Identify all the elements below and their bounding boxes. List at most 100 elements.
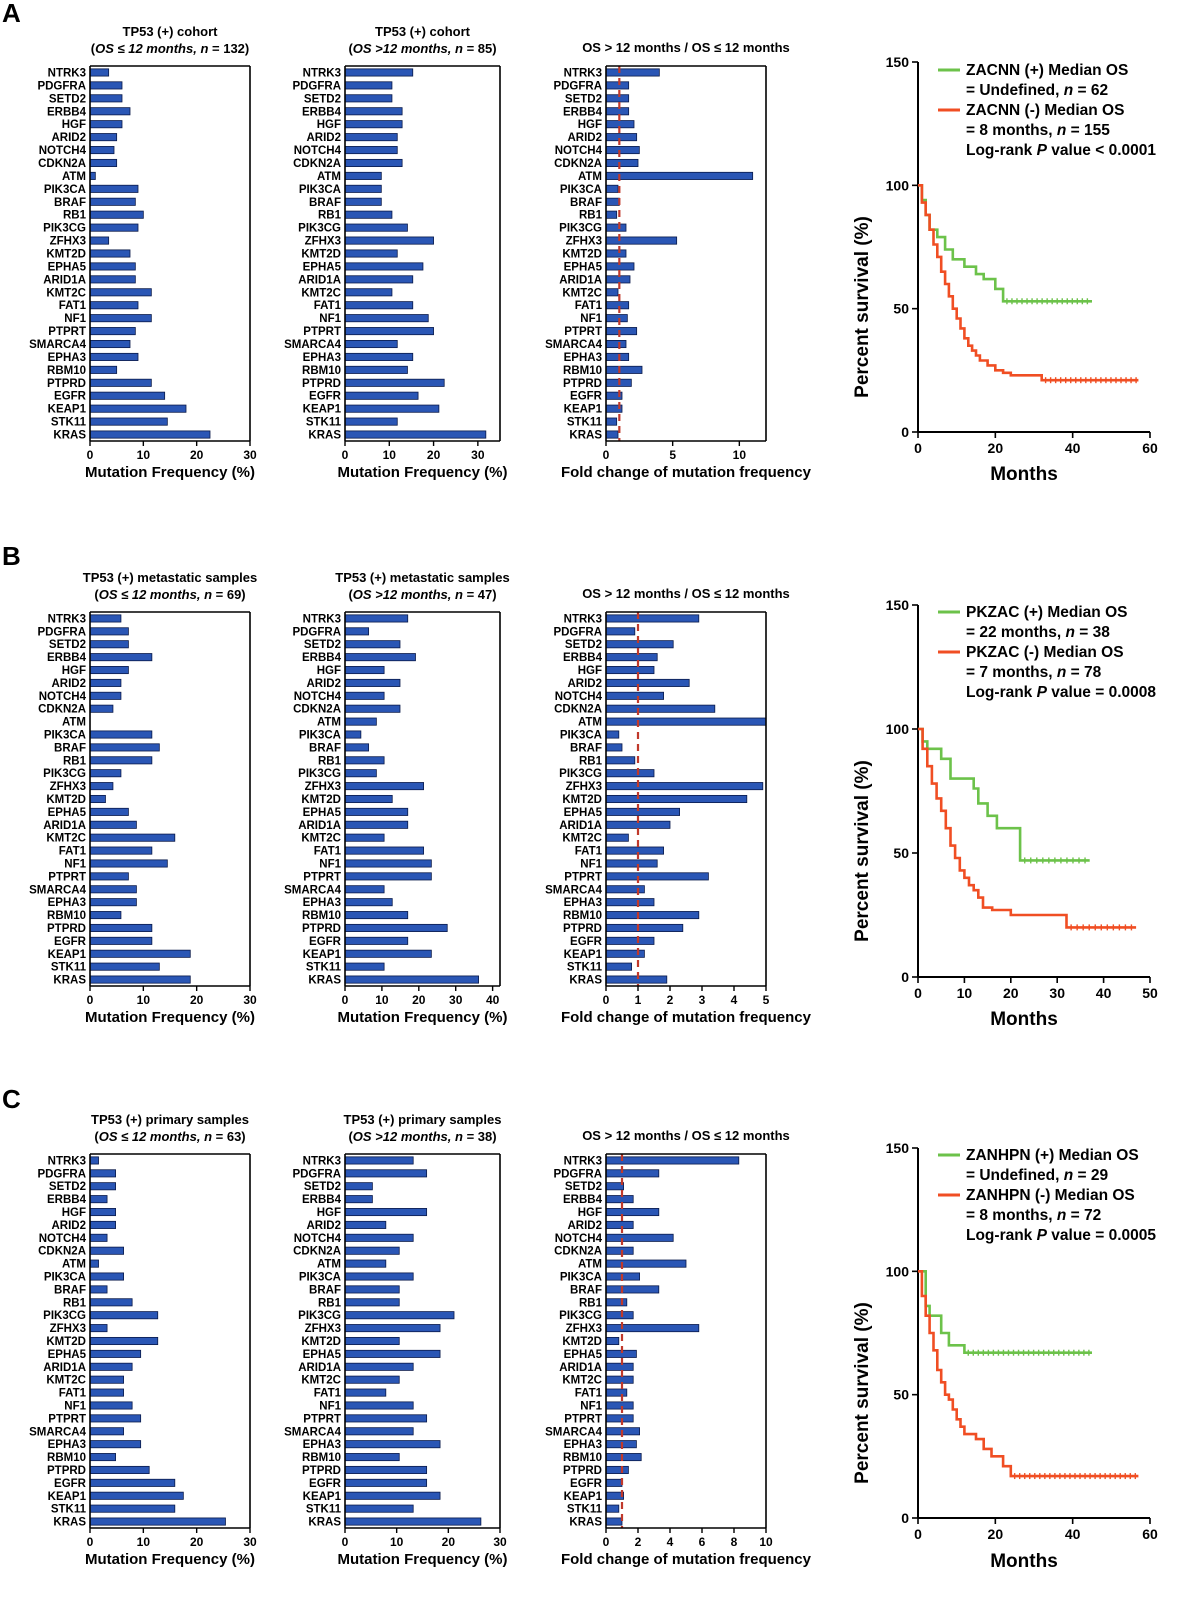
- bar: [344, 666, 385, 675]
- bar: [344, 743, 370, 752]
- gene-label: ZFHX3: [50, 1323, 86, 1335]
- bar: [344, 936, 409, 945]
- bar: [344, 614, 409, 623]
- gene-label: PTPRD: [47, 1465, 86, 1477]
- bar: [344, 1465, 428, 1474]
- gene-label: BRAF: [570, 197, 602, 209]
- gene-label: CDKN2A: [554, 158, 602, 170]
- bar: [605, 1246, 634, 1255]
- gene-label: ERBB4: [563, 652, 603, 664]
- gene-label: KMT2D: [562, 794, 602, 806]
- bar: [344, 171, 382, 180]
- gene-label: EPHA5: [48, 261, 87, 273]
- bar: [89, 730, 153, 739]
- gene-label: ATM: [578, 171, 602, 183]
- gene-label: SMARCA4: [284, 1426, 341, 1438]
- x-tick-label: 5: [763, 993, 770, 1007]
- x-tick-label: 4: [731, 993, 738, 1007]
- gene-label: FAT1: [59, 846, 87, 858]
- bar: [605, 1285, 660, 1294]
- gene-label: CDKN2A: [38, 158, 86, 170]
- bar: [605, 171, 754, 180]
- gene-label: KRAS: [569, 430, 602, 442]
- bar: [344, 627, 370, 636]
- gene-label: ERBB4: [302, 652, 342, 664]
- km-y-tick-label: 0: [901, 1510, 909, 1526]
- gene-label: EPHA5: [564, 261, 603, 273]
- gene-label: ARID2: [567, 132, 602, 144]
- bar: [344, 1233, 414, 1242]
- gene-label: FAT1: [314, 1388, 342, 1400]
- bar: [605, 223, 627, 232]
- x-axis-label: Mutation Frequency (%): [337, 1009, 507, 1026]
- gene-label: EGFR: [570, 391, 603, 403]
- bar: [89, 885, 137, 894]
- gene-label: PDGFRA: [292, 1168, 341, 1180]
- bar: [344, 640, 401, 649]
- bar: [344, 1285, 400, 1294]
- x-tick-label: 0: [87, 993, 94, 1007]
- gene-label: PIK3CG: [298, 223, 341, 235]
- bar: [89, 911, 122, 920]
- bar: [344, 378, 445, 387]
- gene-label: KMT2C: [301, 287, 341, 299]
- gene-label: PDGFRA: [37, 626, 86, 638]
- chart-b-bar1: TP53 (+) metastatic samples (OS ≤ 12 mont…: [29, 570, 257, 1026]
- gene-label: PTPRD: [563, 1465, 602, 1477]
- bar: [344, 1388, 387, 1397]
- x-tick-label: 8: [731, 1535, 738, 1549]
- chart-title: OS > 12 months / OS ≤ 12 months: [582, 40, 790, 55]
- km-y-tick-label: 100: [886, 721, 910, 737]
- gene-label: NF1: [319, 313, 341, 325]
- bar: [89, 133, 118, 142]
- x-tick-label: 10: [759, 1535, 773, 1549]
- gene-label: STK11: [567, 962, 603, 974]
- bar: [605, 1388, 628, 1397]
- gene-label: PIK3CG: [298, 1310, 341, 1322]
- gene-label: EPHA3: [303, 352, 341, 364]
- bar: [605, 236, 678, 245]
- legend-negative-line1: ZANHPN (-) Median OS: [966, 1187, 1135, 1204]
- gene-label: NOTCH4: [294, 145, 342, 157]
- bar: [344, 859, 432, 868]
- gene-label: RBM10: [302, 365, 341, 377]
- bar: [89, 107, 131, 116]
- bar: [605, 133, 638, 142]
- gene-label: RB1: [318, 1297, 342, 1309]
- gene-label: PTPRD: [302, 1465, 341, 1477]
- gene-label: HGF: [578, 665, 602, 677]
- gene-label: NF1: [64, 1400, 86, 1412]
- bar: [89, 794, 106, 804]
- gene-label: KEAP1: [48, 404, 87, 416]
- gene-label: EPHA5: [303, 261, 342, 273]
- gene-label: EGFR: [309, 391, 342, 403]
- bar: [89, 936, 153, 945]
- gene-label: RBM10: [563, 1452, 602, 1464]
- gene-label: PTPRT: [48, 871, 86, 883]
- bar: [344, 288, 393, 297]
- gene-label: KEAP1: [303, 949, 342, 961]
- gene-label: RBM10: [563, 365, 602, 377]
- gene-label: ZFHX3: [305, 236, 341, 248]
- bar: [344, 691, 385, 700]
- bar: [344, 949, 432, 958]
- gene-label: PTPRT: [564, 1413, 602, 1425]
- bar: [605, 327, 638, 336]
- bar: [89, 872, 129, 881]
- x-tick-label: 10: [733, 448, 747, 462]
- gene-label: FAT1: [575, 1388, 603, 1400]
- gene-label: ERBB4: [302, 1194, 342, 1206]
- gene-label: HGF: [578, 1207, 602, 1219]
- gene-label: RB1: [579, 1297, 603, 1309]
- gene-label: KEAP1: [564, 404, 603, 416]
- gene-label: NTRK3: [303, 1155, 341, 1167]
- bar: [605, 1233, 674, 1242]
- gene-label: STK11: [51, 962, 87, 974]
- gene-label: RB1: [318, 210, 342, 222]
- bar: [344, 1169, 428, 1178]
- chart-title: TP53 (+) cohort: [123, 24, 219, 39]
- gene-label: HGF: [578, 119, 602, 131]
- km-y-tick-label: 100: [886, 1263, 910, 1279]
- panel-label-a: A: [2, 0, 21, 28]
- legend-pvalue: Log-rank P value = 0.0008: [966, 684, 1156, 701]
